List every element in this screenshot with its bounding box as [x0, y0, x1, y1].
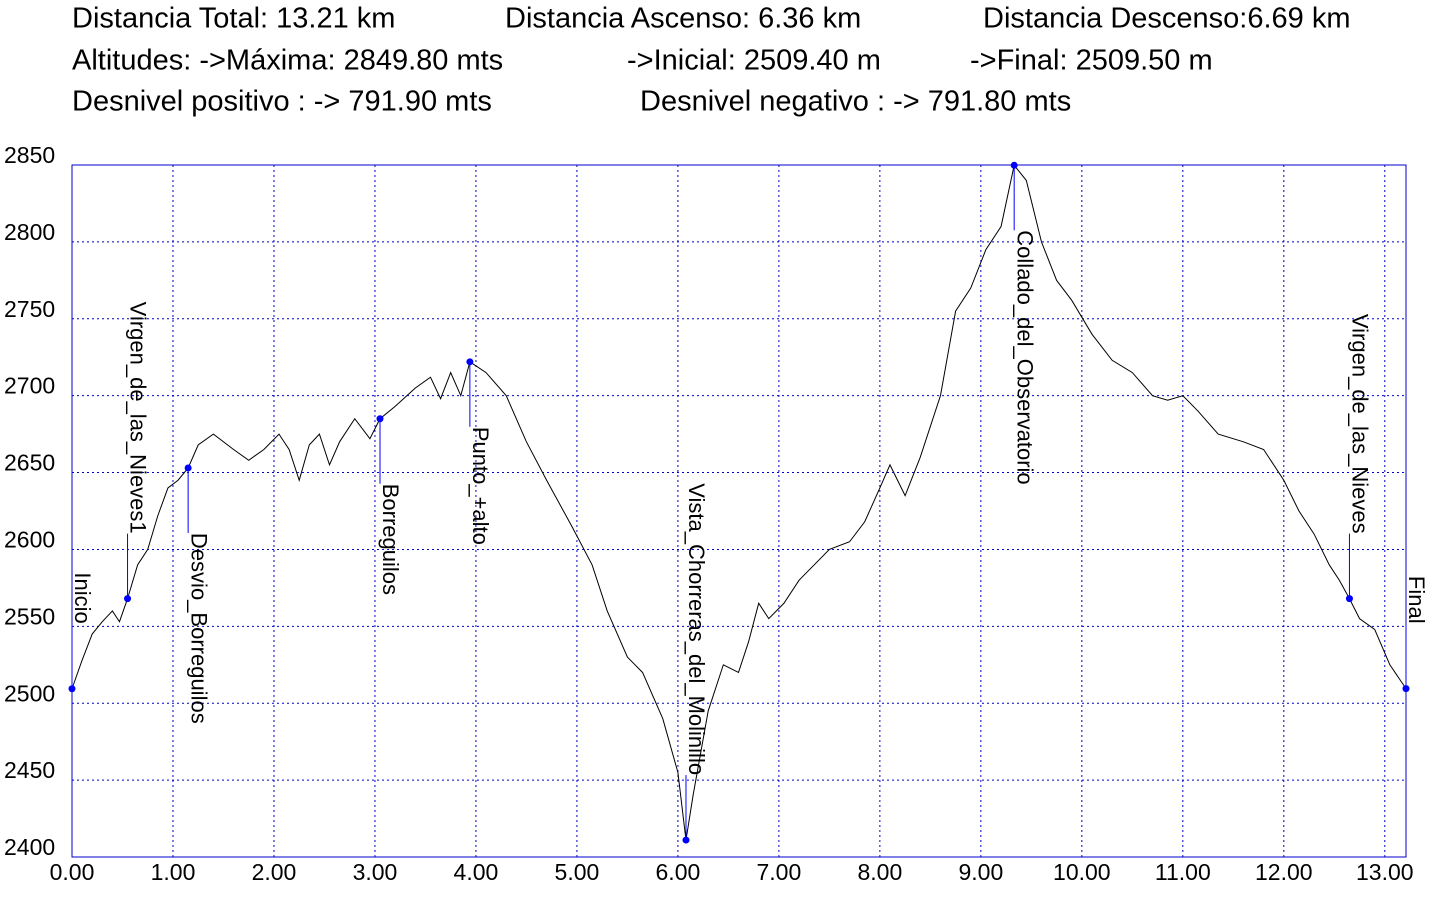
- y-tick-label: 2850: [4, 142, 55, 168]
- x-tick-label: 9.00: [958, 859, 1003, 885]
- y-tick-label: 2400: [4, 834, 55, 860]
- plot-frame: [71, 164, 1407, 858]
- y-tick-label: 2450: [4, 757, 55, 783]
- header-text: Desnivel positivo : -> 791.90 mts: [72, 86, 492, 118]
- y-tick-label: 2600: [4, 527, 55, 553]
- header-text: Distancia Descenso:6.69 km: [983, 3, 1351, 35]
- y-tick-label: 2650: [4, 450, 55, 476]
- x-tick-label: 10.00: [1053, 859, 1111, 885]
- waypoint-marker: [1345, 595, 1353, 603]
- elevation-line: [71, 164, 1407, 841]
- y-tick-label: 2550: [4, 603, 55, 629]
- waypoint-marker: [1402, 685, 1410, 693]
- x-tick-label: 5.00: [555, 859, 600, 885]
- header-text: Desnivel negativo : -> 791.80 mts: [640, 86, 1071, 118]
- y-tick-label: 2700: [4, 373, 55, 399]
- x-tick-label: 13.00: [1356, 859, 1414, 885]
- header-text: ->Final: 2509.50 m: [970, 45, 1213, 77]
- waypoint-marker: [124, 595, 132, 603]
- x-tick-label: 7.00: [757, 859, 802, 885]
- x-tick-label: 3.00: [353, 859, 398, 885]
- waypoint-label: Inicio: [70, 572, 95, 623]
- waypoint-label: Virgen_de_las_Nieves1: [126, 302, 151, 534]
- x-tick-label: 0.00: [50, 859, 95, 885]
- waypoint-marker: [68, 685, 76, 693]
- waypoint-label: Vista_Chorreras_del_Molinillo: [684, 483, 709, 775]
- waypoint-label: Punto_+alto: [468, 427, 493, 545]
- waypoint-label: Desvio_Borreguilos: [186, 533, 211, 724]
- header-text: ->Inicial: 2509.40 m: [627, 45, 881, 77]
- header-text: Distancia Ascenso: 6.36 km: [505, 3, 861, 35]
- x-tick-label: 2.00: [252, 859, 297, 885]
- waypoint-marker: [376, 415, 384, 423]
- y-tick-label: 2500: [4, 680, 55, 706]
- x-tick-label: 11.00: [1155, 859, 1211, 885]
- waypoint-marker: [1010, 161, 1018, 169]
- waypoint-label: Collado_del_Observatorio: [1012, 230, 1037, 484]
- x-tick-label: 6.00: [656, 859, 701, 885]
- x-tick-label: 12.00: [1255, 859, 1313, 885]
- waypoint-marker: [682, 836, 690, 844]
- x-tick-label: 8.00: [857, 859, 902, 885]
- header-text: Distancia Total: 13.21 km: [72, 3, 395, 35]
- waypoint-label: Final: [1404, 576, 1429, 624]
- waypoint-marker: [184, 464, 192, 472]
- waypoint-label: Borreguilos: [378, 484, 403, 595]
- waypoint-label: Virgen_de_las_Nieves: [1348, 314, 1373, 534]
- y-tick-label: 2750: [4, 296, 55, 322]
- x-tick-label: 1.00: [151, 859, 196, 885]
- header-text: Altitudes: ->Máxima: 2849.80 mts: [72, 45, 503, 77]
- x-tick-label: 4.00: [454, 859, 499, 885]
- waypoint-marker: [466, 358, 474, 366]
- y-tick-label: 2800: [4, 219, 55, 245]
